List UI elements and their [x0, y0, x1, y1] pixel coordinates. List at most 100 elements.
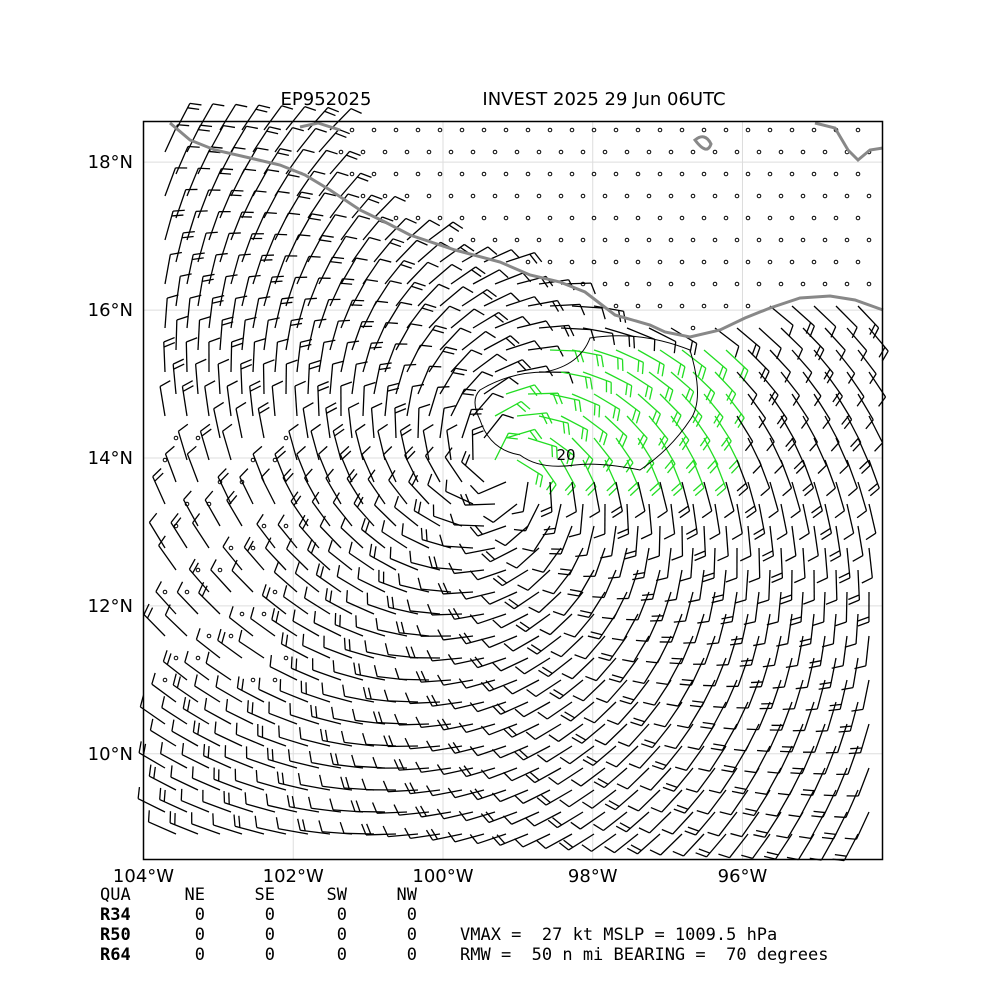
table-cell: 0 — [195, 925, 205, 945]
barb-feather — [199, 315, 211, 321]
barb-feather — [286, 359, 298, 365]
barb-staff — [377, 629, 408, 637]
barb-feather — [583, 717, 595, 724]
barb-feather — [400, 301, 413, 306]
calm-marker — [657, 303, 663, 309]
barb-feather — [835, 621, 847, 627]
barb-feather — [357, 176, 369, 182]
barb-feather — [693, 343, 698, 356]
barb-feather — [666, 703, 679, 707]
barb-feather — [529, 253, 538, 264]
calm-marker — [789, 127, 795, 133]
table-header: SE — [255, 885, 275, 905]
barb-feather — [852, 442, 862, 452]
barb-staff — [832, 613, 837, 644]
barb-feather — [162, 650, 168, 662]
barb-feather — [758, 417, 767, 429]
wind-barbs — [137, 102, 889, 862]
barb-staff — [204, 499, 221, 527]
barb-feather — [452, 371, 465, 376]
barb-staff — [300, 784, 331, 791]
barb-feather — [582, 759, 594, 766]
barb-feather — [857, 621, 870, 627]
grid — [143, 121, 883, 860]
barb-staff — [729, 833, 749, 859]
barb-feather — [771, 572, 783, 579]
barb-feather — [239, 468, 249, 478]
calm-marker — [558, 149, 564, 155]
barb-staff — [382, 454, 397, 483]
barb-feather — [838, 572, 850, 579]
barb-feather — [679, 510, 690, 519]
barb-feather — [275, 610, 280, 623]
barb-staff — [769, 393, 788, 420]
barb-staff — [694, 613, 705, 643]
barb-staff — [604, 327, 634, 338]
barb-feather — [256, 147, 269, 151]
calm-marker — [437, 171, 443, 177]
barb-feather — [683, 641, 696, 644]
barb-feather — [463, 765, 472, 776]
barb-feather — [409, 550, 412, 563]
barb-feather — [525, 774, 536, 784]
barb-feather — [508, 598, 519, 607]
barb-staff — [443, 679, 474, 686]
barb-feather — [788, 814, 801, 818]
calm-marker — [514, 193, 520, 199]
barb-feather — [225, 698, 229, 711]
barb-staff — [285, 234, 300, 263]
barb-feather — [391, 596, 395, 609]
barb-staff — [658, 525, 661, 557]
barb-feather — [425, 446, 434, 457]
calm-marker — [690, 281, 696, 287]
barb-feather — [485, 811, 495, 822]
barb-staff — [477, 569, 507, 581]
barb-staff — [512, 635, 540, 652]
barb-staff — [563, 591, 584, 616]
barb-feather — [483, 515, 494, 523]
barb-staff — [536, 635, 562, 655]
calm-marker — [393, 127, 399, 133]
barb-staff — [224, 756, 254, 769]
barb-staff — [488, 723, 518, 736]
barb-feather — [571, 736, 583, 744]
calm-marker — [844, 193, 850, 199]
barb-feather — [226, 380, 238, 387]
barb-feather — [671, 411, 679, 423]
barb-staff — [477, 701, 507, 713]
contour-label: 20 — [556, 446, 575, 464]
barb-feather — [573, 399, 577, 411]
barb-feather — [390, 280, 402, 285]
barb-feather — [339, 445, 350, 455]
barb-feather — [721, 769, 734, 773]
barb-staff — [347, 408, 353, 439]
barb-feather — [339, 821, 345, 834]
barb-feather — [593, 533, 606, 539]
barb-feather — [650, 806, 662, 813]
barb-feather — [171, 719, 175, 732]
barb-feather — [817, 464, 827, 474]
calm-marker — [283, 435, 289, 441]
barb-staff — [708, 591, 716, 622]
barb-staff — [186, 453, 199, 483]
calm-marker — [668, 281, 674, 287]
barb-feather — [685, 788, 698, 793]
barb-feather — [687, 826, 700, 832]
barb-feather — [463, 243, 475, 252]
barb-staff — [410, 561, 441, 571]
barb-feather — [542, 589, 554, 595]
barb-feather — [754, 532, 765, 541]
calm-marker — [756, 149, 762, 155]
calm-marker — [723, 215, 729, 221]
barb-staff — [322, 693, 353, 703]
barb-feather — [338, 128, 350, 135]
barb-staff — [616, 745, 639, 768]
barb-staff — [158, 545, 177, 571]
barb-feather — [173, 517, 182, 528]
calm-marker — [470, 237, 476, 243]
barb-feather — [311, 491, 320, 503]
barb-feather — [474, 524, 483, 535]
barb-staff — [346, 601, 375, 615]
barb-feather — [204, 490, 214, 501]
